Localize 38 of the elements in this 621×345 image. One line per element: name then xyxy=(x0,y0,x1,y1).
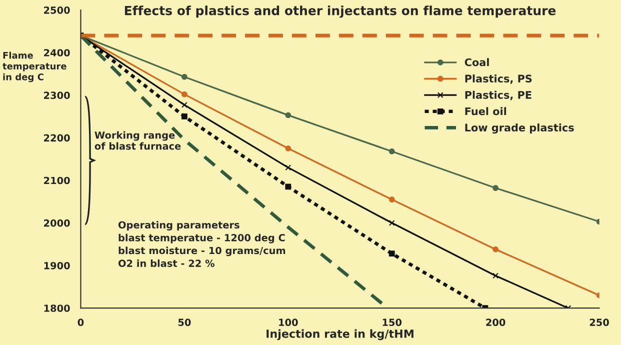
point xyxy=(181,91,188,98)
legend-label: Fuel oil xyxy=(465,107,506,116)
chart-title: Effects of plastics and other injectants on flame temperature xyxy=(124,6,556,18)
point xyxy=(388,250,395,257)
point xyxy=(388,196,395,202)
point xyxy=(285,164,292,171)
point xyxy=(285,184,292,190)
y-tick-label: 2000 xyxy=(44,219,70,227)
point xyxy=(285,145,292,152)
annotation: Working range of blast furnace xyxy=(94,131,181,150)
point xyxy=(492,185,499,191)
y-tick-label: 2400 xyxy=(44,49,70,56)
legend-label: Low grade plastics xyxy=(465,123,574,134)
x-tick-label: 0 xyxy=(78,318,84,326)
point xyxy=(285,112,292,118)
y-tick-label: 2100 xyxy=(44,176,70,184)
y-tick-label: 1900 xyxy=(44,262,70,270)
point xyxy=(388,148,395,154)
x-tick-label: 250 xyxy=(590,318,609,326)
y-tick-label: 2500 xyxy=(44,6,70,14)
point xyxy=(492,272,499,279)
legend-label: Plastics, PS xyxy=(465,74,532,84)
x-tick-label: 50 xyxy=(178,318,191,326)
point xyxy=(181,114,188,120)
point xyxy=(492,246,499,252)
legend-label: Plastics, PE xyxy=(465,90,532,100)
y-tick-label: 2300 xyxy=(44,92,70,100)
point xyxy=(388,220,395,226)
point xyxy=(181,74,188,80)
y-tick-label: 1800 xyxy=(44,304,70,312)
legend-label: Coal xyxy=(464,58,489,66)
x-tick-label: 200 xyxy=(486,318,506,326)
annotation: Operating parameters blast temperatue - 1200 deg C blast moisture - 10 grams/cum O2 in blast - 22 % xyxy=(118,221,286,267)
x-tick-label: 100 xyxy=(279,318,298,326)
x-axis-title: Injection rate in kg/tHM xyxy=(266,329,414,340)
point xyxy=(181,102,188,108)
x-tick-label: 150 xyxy=(382,318,402,326)
y-tick-label: 2200 xyxy=(44,134,70,142)
